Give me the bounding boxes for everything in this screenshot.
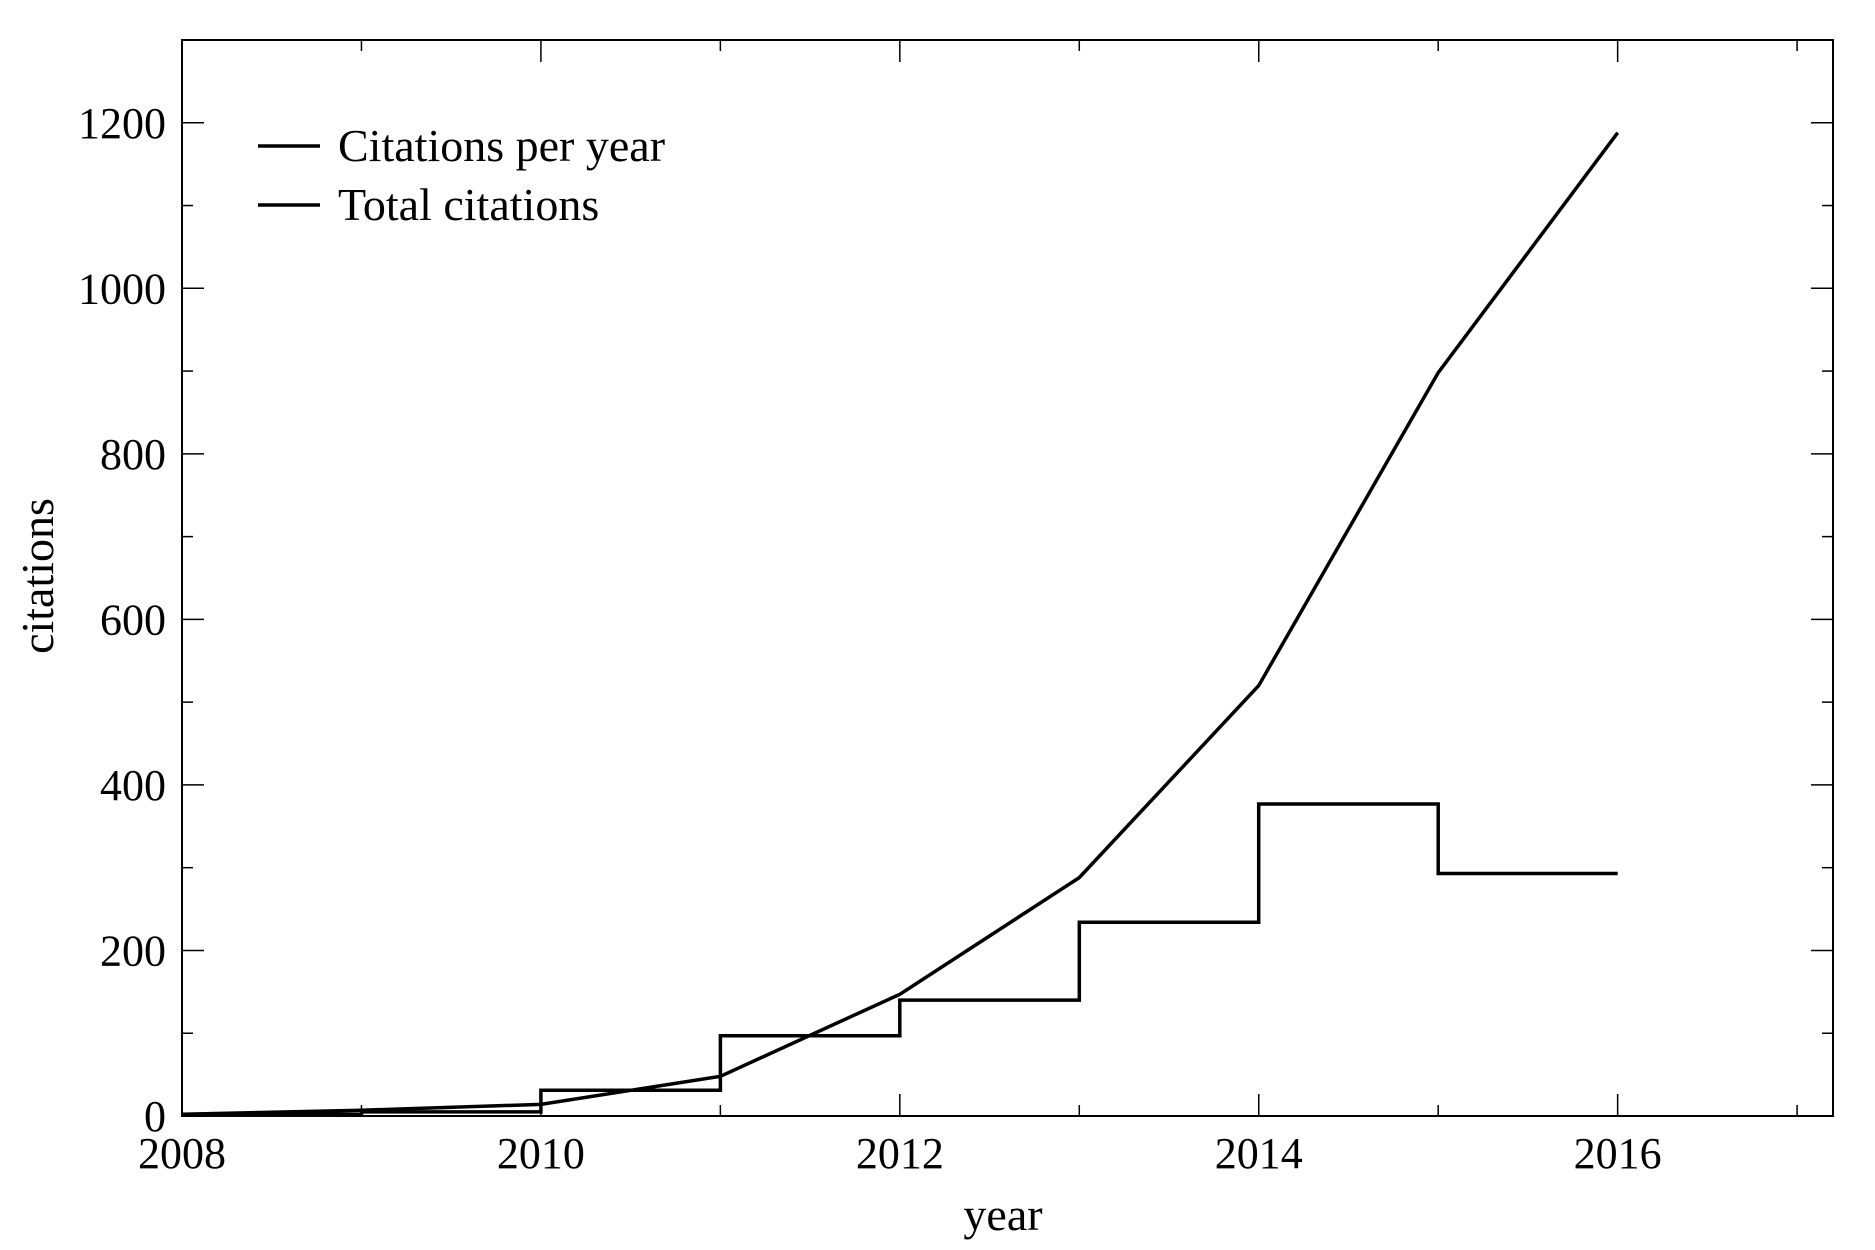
y-tick-label: 600 [100,595,166,644]
y-tick-label: 0 [144,1092,166,1141]
x-axis-label: year [963,1189,1042,1240]
x-tick-label: 2010 [497,1129,585,1178]
series-line-citations-per-year [182,802,1618,1117]
y-tick-label: 1000 [78,264,166,313]
x-tick-label: 2008 [138,1129,226,1178]
y-tick-label: 400 [100,761,166,810]
x-tick-label: 2016 [1574,1129,1662,1178]
x-tick-label: 2014 [1215,1129,1303,1178]
legend-label-citations-per-year: Citations per year [338,120,665,171]
series-layer [181,131,1620,1117]
y-tick-label: 200 [100,926,166,975]
y-tick-labels: 0 200 400 600 800 1000 1200 [78,99,166,1141]
y-axis-label: citations [12,498,63,654]
series-line-total-citations [181,131,1620,1117]
x-tick-labels: 2008 2010 2012 2014 2016 [138,1129,1662,1178]
x-tick-label: 2012 [856,1129,944,1178]
legend: Citations per year Total citations [258,120,665,230]
y-tick-label: 800 [100,430,166,479]
legend-label-total-citations: Total citations [338,179,599,230]
y-tick-label: 1200 [78,99,166,148]
plot-frame [181,39,1834,1117]
